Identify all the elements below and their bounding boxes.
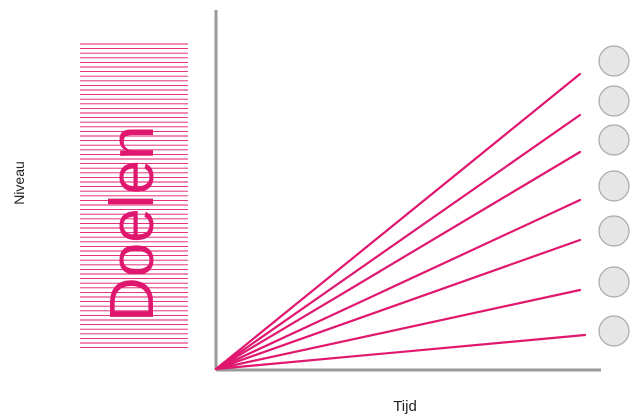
growth-line: [214, 198, 582, 371]
growth-line: [214, 113, 582, 371]
growth-line: [214, 150, 582, 371]
goal-marker: [598, 170, 630, 202]
goal-marker: [598, 124, 630, 156]
goal-markers: [598, 45, 630, 347]
x-axis-label: Tijd: [393, 398, 417, 415]
growth-line: [214, 288, 582, 371]
goal-marker: [598, 215, 630, 247]
growth-line: [214, 333, 587, 371]
goal-marker: [598, 85, 630, 117]
growth-line: [214, 238, 582, 371]
growth-line: [214, 72, 582, 371]
goal-marker: [598, 45, 630, 77]
y-axis-label: Niveau: [11, 161, 27, 205]
goals-banner: [80, 43, 188, 349]
goals-title: Doelen: [98, 126, 167, 322]
growth-lines: [214, 72, 587, 371]
goal-marker: [598, 266, 630, 298]
goal-marker: [598, 315, 630, 347]
